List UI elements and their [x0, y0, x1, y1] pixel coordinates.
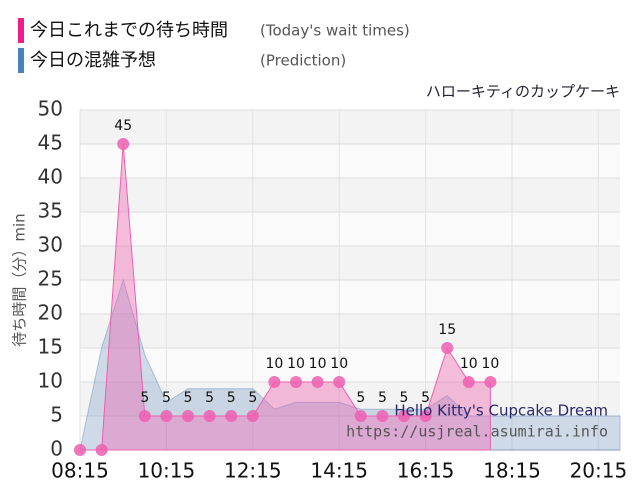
- data-label: 5: [248, 390, 257, 406]
- x-tick-label: 08:15: [51, 459, 109, 483]
- grid-band: [80, 246, 620, 280]
- data-point: [333, 376, 346, 388]
- y-tick-label: 45: [38, 131, 63, 155]
- data-label: 5: [184, 390, 193, 406]
- data-point: [268, 376, 281, 388]
- x-tick-label: 12:15: [224, 459, 282, 483]
- x-tick-label: 10:15: [138, 459, 196, 483]
- legend-label: 今日これまでの待ち時間: [30, 20, 228, 41]
- grid-band: [80, 314, 620, 348]
- data-label: 45: [114, 118, 132, 134]
- data-point: [225, 410, 238, 422]
- data-point: [441, 342, 454, 354]
- y-tick-label: 15: [38, 335, 63, 359]
- grid-band: [80, 178, 620, 212]
- data-label: 10: [330, 356, 348, 372]
- y-tick-label: 40: [38, 165, 63, 189]
- data-point: [95, 444, 108, 456]
- y-tick-label: 5: [50, 403, 63, 427]
- y-tick-label: 10: [38, 369, 63, 393]
- grid-band: [80, 212, 620, 246]
- x-tick-label: 18:15: [483, 459, 541, 483]
- data-point: [398, 410, 410, 422]
- y-axis-label: 待ち時間（分）min: [11, 213, 29, 346]
- data-label: 10: [287, 356, 305, 372]
- data-point: [311, 376, 324, 388]
- data-point: [160, 410, 173, 422]
- y-tick-label: 35: [38, 199, 63, 223]
- data-point: [203, 410, 216, 422]
- data-point: [354, 410, 367, 422]
- legend-label: 今日の混雑予想: [30, 50, 156, 71]
- data-point: [74, 444, 86, 456]
- data-label: 5: [162, 390, 171, 406]
- watermark: https://usjreal.asumirai.info: [346, 423, 608, 441]
- grid-band: [80, 348, 620, 382]
- grid-band: [80, 416, 620, 450]
- y-tick-label: 30: [38, 233, 63, 257]
- x-tick-label: 20:15: [570, 459, 628, 483]
- data-point: [419, 410, 432, 422]
- watermark: Hello Kitty's Cupcake Dream: [394, 402, 608, 420]
- data-label: 5: [400, 390, 409, 406]
- y-tick-label: 50: [38, 97, 63, 121]
- chart-subtitle: ハローキティのカップケーキ: [426, 83, 620, 101]
- data-label: 10: [265, 356, 283, 372]
- x-tick-label: 16:15: [397, 459, 455, 483]
- data-label: 15: [438, 322, 456, 338]
- series-area: [80, 143, 491, 451]
- grid-band: [80, 110, 620, 144]
- y-tick-label: 25: [38, 267, 63, 291]
- grid-band: [80, 144, 620, 178]
- data-point: [138, 410, 151, 422]
- legend-swatch: [18, 48, 24, 73]
- series-area: [79, 278, 621, 451]
- data-point: [246, 410, 259, 422]
- grid-band: [80, 280, 620, 314]
- data-label: 5: [378, 390, 387, 406]
- data-label: 5: [356, 390, 365, 406]
- data-label: 5: [205, 390, 214, 406]
- data-label: 10: [460, 356, 478, 372]
- data-label: 10: [309, 356, 327, 372]
- data-label: 10: [481, 356, 499, 372]
- data-point: [290, 376, 302, 388]
- y-tick-label: 0: [50, 437, 63, 461]
- data-point: [376, 410, 389, 422]
- data-point: [484, 376, 497, 388]
- y-tick-label: 20: [38, 301, 63, 325]
- x-tick-label: 14:15: [310, 459, 368, 483]
- legend-note: (Today's wait times): [260, 22, 410, 40]
- data-point: [462, 376, 475, 388]
- data-label: 5: [421, 390, 430, 406]
- legend-note: (Prediction): [260, 52, 346, 70]
- data-point: [182, 410, 194, 422]
- legend-swatch: [18, 18, 24, 43]
- data-label: 5: [227, 390, 236, 406]
- data-label: 5: [140, 390, 149, 406]
- data-point: [117, 138, 130, 150]
